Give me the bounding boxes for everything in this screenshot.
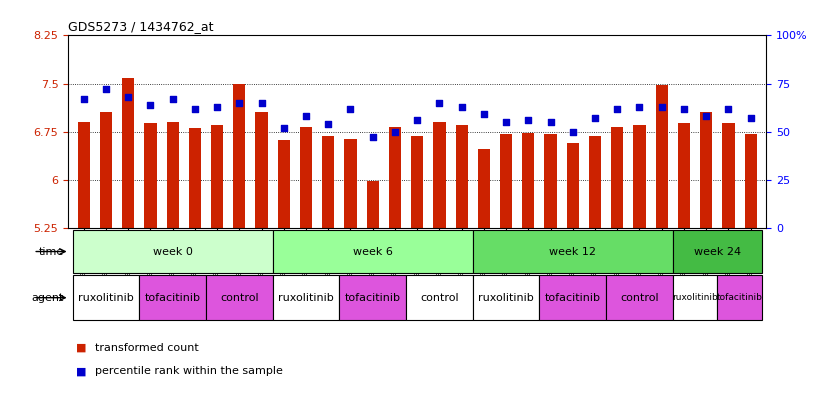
Bar — [366, 181, 379, 228]
Bar — [678, 123, 690, 228]
Bar — [589, 136, 601, 228]
Text: ruxolitinib: ruxolitinib — [672, 293, 718, 302]
Text: tofacitinib: tofacitinib — [545, 293, 601, 303]
Bar — [656, 85, 668, 228]
Point — [188, 105, 201, 112]
Point — [499, 119, 513, 125]
Bar — [633, 125, 646, 228]
Bar — [717, 275, 762, 320]
Text: GDS5273 / 1434762_at: GDS5273 / 1434762_at — [68, 20, 214, 33]
Text: ■: ■ — [76, 343, 87, 353]
Point — [566, 129, 579, 135]
Point — [99, 86, 112, 92]
Text: ■: ■ — [76, 366, 87, 376]
Text: agent: agent — [32, 293, 64, 303]
Bar — [211, 125, 224, 228]
Point — [210, 103, 224, 110]
Bar — [389, 127, 401, 228]
Point — [166, 96, 179, 102]
Point — [722, 105, 735, 112]
Bar — [567, 143, 579, 228]
Bar — [745, 134, 757, 228]
Point — [77, 96, 91, 102]
Point — [655, 103, 668, 110]
Bar — [544, 134, 557, 228]
Text: time: time — [39, 246, 64, 257]
Bar — [339, 275, 406, 320]
Bar — [344, 140, 356, 228]
Text: transformed count: transformed count — [95, 343, 199, 353]
Point — [411, 117, 424, 123]
Bar — [255, 112, 268, 228]
Bar — [234, 83, 245, 228]
Text: tofacitinib: tofacitinib — [716, 293, 763, 302]
Bar — [72, 230, 273, 273]
Bar — [522, 133, 534, 228]
Bar — [273, 230, 473, 273]
Point — [322, 121, 335, 127]
Bar — [278, 140, 290, 228]
Point — [255, 99, 268, 106]
Bar — [673, 275, 717, 320]
Point — [121, 94, 135, 100]
Bar — [433, 122, 445, 228]
Bar — [145, 123, 156, 228]
Point — [344, 105, 357, 112]
Bar — [411, 136, 423, 228]
Point — [366, 134, 379, 141]
Bar — [606, 275, 673, 320]
Text: tofacitinib: tofacitinib — [145, 293, 200, 303]
Text: percentile rank within the sample: percentile rank within the sample — [95, 366, 283, 376]
Text: control: control — [220, 293, 258, 303]
Point — [522, 117, 535, 123]
Point — [633, 103, 647, 110]
Point — [433, 99, 446, 106]
Point — [388, 129, 401, 135]
Bar — [206, 275, 273, 320]
Text: control: control — [420, 293, 459, 303]
Point — [677, 105, 691, 112]
Point — [277, 125, 290, 131]
Text: week 6: week 6 — [353, 246, 392, 257]
Bar — [406, 275, 473, 320]
Text: ruxolitinib: ruxolitinib — [278, 293, 334, 303]
Point — [700, 113, 713, 119]
Bar — [478, 149, 490, 228]
Point — [299, 113, 312, 119]
Bar — [500, 134, 512, 228]
Bar — [72, 275, 140, 320]
Text: week 0: week 0 — [153, 246, 193, 257]
Point — [455, 103, 469, 110]
Bar — [722, 123, 735, 228]
Bar — [100, 112, 112, 228]
Point — [744, 115, 757, 121]
Bar — [189, 129, 201, 228]
Point — [588, 115, 602, 121]
Bar — [166, 122, 179, 228]
Point — [477, 111, 490, 118]
Bar — [322, 136, 334, 228]
Bar — [611, 127, 623, 228]
Text: week 12: week 12 — [549, 246, 597, 257]
Bar — [273, 275, 339, 320]
Point — [611, 105, 624, 112]
Bar — [77, 122, 90, 228]
Text: tofacitinib: tofacitinib — [345, 293, 401, 303]
Text: ruxolitinib: ruxolitinib — [478, 293, 534, 303]
Bar — [473, 230, 673, 273]
Text: ruxolitinib: ruxolitinib — [78, 293, 134, 303]
Text: week 24: week 24 — [694, 246, 741, 257]
Bar — [455, 125, 468, 228]
Point — [544, 119, 558, 125]
Point — [144, 101, 157, 108]
Bar — [673, 230, 762, 273]
Bar — [700, 112, 712, 228]
Point — [233, 99, 246, 106]
Bar — [300, 127, 312, 228]
Bar — [122, 78, 135, 228]
Bar — [539, 275, 606, 320]
Text: control: control — [620, 293, 659, 303]
Bar — [473, 275, 539, 320]
Bar — [140, 275, 206, 320]
